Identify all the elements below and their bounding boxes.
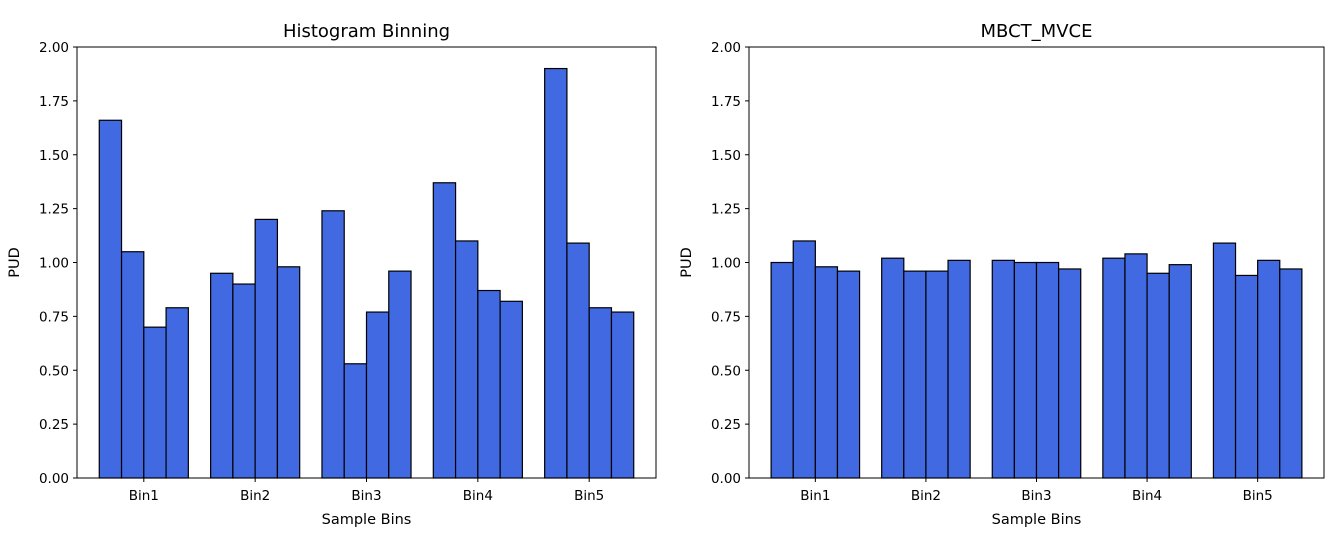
bar-bin2-2	[903, 270, 927, 479]
x-axis-label: Sample Bins	[992, 512, 1082, 528]
x-tick-label: Bin4	[1132, 488, 1162, 504]
y-tick-label: 1.75	[39, 94, 69, 110]
y-tick-label: 1.50	[39, 148, 69, 164]
y-tick-label: 0.00	[39, 471, 69, 487]
bar-bin2-3	[925, 270, 949, 479]
y-tick-label: 0.25	[39, 417, 69, 433]
y-tick-label: 1.00	[711, 256, 741, 272]
chart-mbct-mvce: 0.00 0.25 0.50 0.75 1.00 1.25 1.50 1.75 2.00 Bin…	[679, 21, 1325, 528]
bar-bin4-3	[477, 289, 501, 479]
bar-bin5-2	[566, 242, 590, 479]
bar-bin5-3	[1257, 259, 1281, 479]
chart-histogram-binning: 0.00 0.25 0.50 0.75 1.00 1.25 1.50 1.75 2.00 Bin…	[7, 21, 657, 528]
y-tick-label: 0.50	[711, 363, 741, 379]
x-tick-label: Bin5	[574, 488, 604, 504]
y-axis-label: PUD	[7, 247, 23, 278]
x-axis-label: Sample Bins	[322, 512, 412, 528]
bar-bin5-4	[1279, 268, 1303, 479]
bars-group	[98, 67, 635, 479]
bar-bin3-3	[1035, 261, 1060, 479]
bar-bin4-1	[432, 182, 457, 479]
bar-bin2-2	[232, 283, 256, 479]
bar-bin2-3	[254, 218, 279, 479]
bar-bin2-1	[881, 257, 905, 479]
bar-bin3-3	[365, 311, 390, 479]
y-tick-label: 1.25	[711, 202, 741, 218]
x-axis: Bin1 Bin2 Bin3 Bin4 Bin5	[800, 478, 1273, 504]
bar-bin1-3	[814, 266, 839, 479]
bar-bin2-4	[276, 266, 301, 479]
bar-bin4-2	[1124, 253, 1148, 479]
y-tick-label: 0.50	[39, 363, 69, 379]
bar-bin2-4	[947, 259, 971, 479]
y-tick-label: 0.75	[711, 309, 741, 325]
plot-frame	[748, 46, 1325, 479]
y-tick-label: 0.00	[711, 471, 741, 487]
bar-bin5-1	[1212, 242, 1237, 479]
x-tick-label: Bin2	[240, 488, 270, 504]
bar-bin4-1	[1102, 257, 1126, 479]
y-axis: 0.00 0.25 0.50 0.75 1.00 1.25 1.50 1.75 2.00	[711, 40, 749, 487]
chart-title: MBCT_MVCE	[981, 21, 1093, 42]
bar-bin1-4	[165, 307, 189, 479]
y-tick-label: 0.25	[711, 417, 741, 433]
x-tick-label: Bin3	[1021, 488, 1051, 504]
bar-bin3-1	[991, 259, 1015, 479]
y-tick-label: 1.50	[711, 148, 741, 164]
y-axis-label: PUD	[679, 247, 695, 278]
bars-group	[770, 240, 1303, 479]
bar-bin4-4	[1168, 264, 1192, 479]
bar-bin1-2	[792, 240, 816, 479]
bar-bin3-4	[388, 270, 412, 479]
bar-bin1-2	[120, 251, 145, 479]
bar-bin5-1	[544, 67, 568, 479]
bar-bin5-2	[1234, 274, 1259, 479]
bar-bin1-1	[770, 261, 794, 479]
y-tick-label: 1.75	[711, 94, 741, 110]
bar-bin4-3	[1146, 272, 1170, 479]
x-tick-label: Bin1	[129, 488, 159, 504]
y-tick-label: 0.75	[39, 309, 69, 325]
bar-bin5-3	[588, 307, 613, 479]
bar-bin4-4	[499, 300, 523, 479]
y-tick-label: 2.00	[711, 40, 741, 56]
bar-bin3-4	[1058, 268, 1082, 479]
bar-bin1-3	[143, 326, 167, 479]
y-tick-label: 2.00	[39, 40, 69, 56]
bar-bin1-1	[98, 119, 123, 479]
y-tick-label: 1.00	[39, 256, 69, 272]
bar-bin4-2	[454, 240, 479, 479]
bar-bin3-1	[321, 210, 345, 479]
bar-bin5-4	[610, 311, 635, 479]
x-axis: Bin1 Bin2 Bin3 Bin4 Bin5	[129, 478, 604, 504]
bar-bin3-2	[343, 363, 368, 479]
y-tick-label: 1.25	[39, 202, 69, 218]
y-axis: 0.00 0.25 0.50 0.75 1.00 1.25 1.50 1.75 2.00	[39, 40, 77, 487]
chart-title: Histogram Binning	[283, 21, 450, 42]
x-tick-label: Bin3	[351, 488, 381, 504]
bar-bin1-4	[836, 270, 861, 479]
x-tick-label: Bin5	[1243, 488, 1273, 504]
x-tick-label: Bin1	[800, 488, 830, 504]
x-tick-label: Bin2	[911, 488, 941, 504]
bar-bin3-2	[1013, 261, 1038, 479]
bar-bin2-1	[210, 272, 234, 479]
plot-frame	[76, 46, 657, 479]
x-tick-label: Bin4	[463, 488, 493, 504]
